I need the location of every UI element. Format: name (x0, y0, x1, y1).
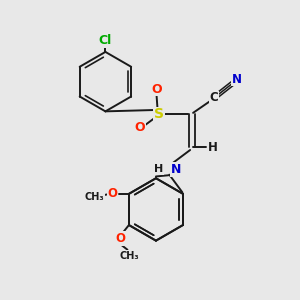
Text: CH₃: CH₃ (119, 251, 139, 261)
Text: H: H (154, 164, 164, 174)
Text: N: N (232, 73, 242, 86)
Text: O: O (115, 232, 125, 245)
Text: O: O (108, 187, 118, 200)
Text: H: H (208, 140, 218, 154)
Text: N: N (171, 163, 181, 176)
Text: C: C (209, 92, 218, 104)
Text: Cl: Cl (99, 34, 112, 47)
Text: O: O (134, 121, 145, 134)
Text: S: S (154, 107, 164, 121)
Text: O: O (151, 82, 162, 96)
Text: CH₃: CH₃ (84, 192, 104, 202)
